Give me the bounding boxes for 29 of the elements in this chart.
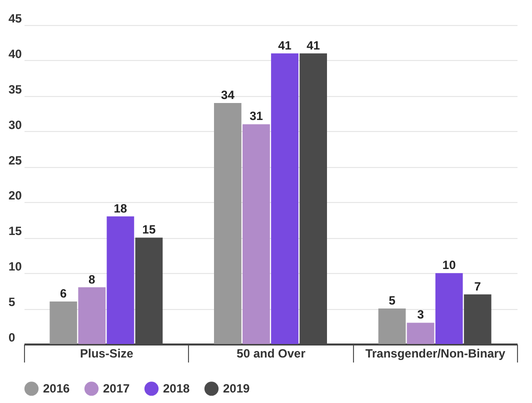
data-label: 34 (221, 88, 235, 102)
legend-label: 2016 (43, 382, 70, 396)
y-tick-label: 45 (8, 12, 22, 26)
data-label: 31 (250, 109, 264, 124)
y-tick-label: 25 (8, 153, 22, 168)
legend-label: 2018 (163, 382, 190, 396)
y-tick-label: 5 (8, 295, 16, 310)
data-label: 18 (114, 201, 128, 216)
x-tick-label: 50 and Over (236, 346, 306, 360)
y-tick-label: 10 (8, 260, 22, 274)
data-label: 10 (442, 258, 456, 272)
y-tick-label: 35 (8, 82, 22, 96)
x-tick-label: Transgender/Non-Binary (365, 346, 506, 360)
data-label: 15 (142, 222, 156, 237)
data-label: 8 (88, 272, 96, 286)
data-label: 3 (417, 308, 424, 322)
x-tick-label: Plus-Size (80, 346, 134, 360)
data-label: 41 (278, 38, 292, 52)
y-tick-label: 0 (8, 330, 16, 344)
data-label: 7 (474, 279, 482, 294)
legend-label: 2019 (223, 382, 250, 396)
y-tick-label: 30 (8, 118, 22, 132)
data-label: 5 (388, 294, 396, 308)
y-tick-label: 15 (8, 224, 22, 238)
y-tick-label: 40 (8, 46, 22, 61)
data-label: 6 (60, 286, 68, 300)
legend-label: 2017 (103, 382, 130, 396)
data-label: 41 (306, 38, 320, 52)
y-tick-label: 20 (8, 188, 22, 203)
